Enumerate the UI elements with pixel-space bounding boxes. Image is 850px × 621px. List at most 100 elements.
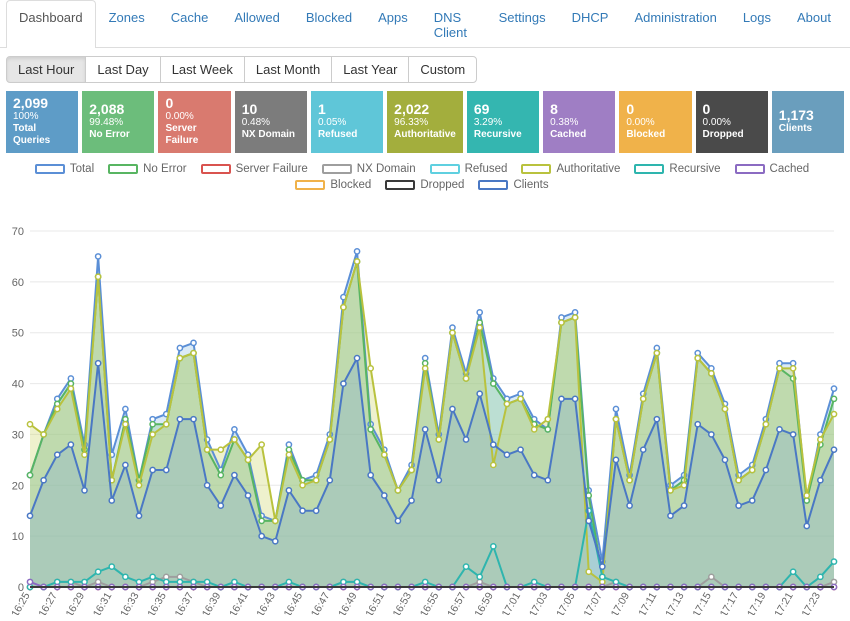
legend-item-cached[interactable]: Cached (735, 163, 810, 175)
nav-tab-administration[interactable]: Administration (621, 0, 729, 48)
point-authoritative (286, 453, 291, 458)
stat-card-dropped[interactable]: 00.00%Dropped (696, 91, 768, 153)
nav-tab-settings[interactable]: Settings (486, 0, 559, 48)
legend-item-clients[interactable]: Clients (478, 179, 548, 191)
point-authoritative (27, 422, 32, 427)
svg-text:16:43: 16:43 (254, 591, 278, 616)
svg-text:17:15: 17:15 (690, 591, 714, 616)
point-clients (709, 432, 714, 437)
point-nxdomain (709, 575, 714, 580)
point-clients (831, 447, 836, 452)
point-clients (423, 427, 428, 432)
stat-card-recursive[interactable]: 693.29%Recursive (467, 91, 539, 153)
point-noerror (27, 473, 32, 478)
nav-tab-zones[interactable]: Zones (96, 0, 158, 48)
point-authoritative (164, 422, 169, 427)
point-clients (641, 447, 646, 452)
point-authoritative (259, 442, 264, 447)
legend-swatch (108, 164, 138, 174)
stat-percent: 0.05% (318, 117, 376, 129)
point-authoritative (504, 402, 509, 407)
point-clients (654, 417, 659, 422)
point-authoritative (818, 437, 823, 442)
svg-text:16:31: 16:31 (91, 591, 115, 616)
point-noerror (218, 473, 223, 478)
stat-value: 0 (626, 102, 684, 117)
legend-label: NX Domain (357, 163, 416, 175)
point-authoritative (354, 259, 359, 264)
range-last-hour[interactable]: Last Hour (6, 56, 86, 83)
stat-card-authoritative[interactable]: 2,02296.33%Authoritative (387, 91, 463, 153)
nav-tab-allowed[interactable]: Allowed (221, 0, 293, 48)
point-clients (682, 503, 687, 508)
chart-svg: 01020304050607016:2516:2716:2916:3116:33… (0, 193, 844, 615)
stat-percent: 0.00% (703, 117, 761, 129)
point-noerror (259, 519, 264, 524)
stat-percent: 99.48% (89, 117, 147, 129)
point-recursive (818, 575, 823, 580)
nav-tab-cache[interactable]: Cache (158, 0, 222, 48)
svg-text:16:37: 16:37 (173, 591, 197, 616)
stat-percent: 0.00% (165, 111, 223, 123)
point-clients (68, 442, 73, 447)
legend-item-blocked[interactable]: Blocked (295, 179, 371, 191)
legend-item-serverfail[interactable]: Server Failure (201, 163, 308, 175)
stat-card-clients[interactable]: 1,173Clients (772, 91, 844, 153)
point-clients (55, 453, 60, 458)
nav-tab-dashboard[interactable]: Dashboard (6, 0, 96, 48)
stat-label: Total Queries (13, 123, 71, 147)
point-clients (695, 422, 700, 427)
point-total (354, 249, 359, 254)
legend-item-total[interactable]: Total (35, 163, 94, 175)
legend-item-noerror[interactable]: No Error (108, 163, 186, 175)
point-clients (763, 468, 768, 473)
stat-card-blocked[interactable]: 00.00%Blocked (619, 91, 691, 153)
stat-card-refused[interactable]: 10.05%Refused (311, 91, 383, 153)
stat-card-server-failure[interactable]: 00.00%Server Failure (158, 91, 230, 153)
svg-text:16:35: 16:35 (145, 591, 169, 616)
nav-tab-dns-client[interactable]: DNS Client (421, 0, 486, 48)
point-clients (627, 503, 632, 508)
legend-label: No Error (143, 163, 186, 175)
nav-tab-dhcp[interactable]: DHCP (559, 0, 622, 48)
point-total (232, 427, 237, 432)
legend-swatch (385, 180, 415, 190)
legend-label: Authoritative (556, 163, 620, 175)
nav-tab-blocked[interactable]: Blocked (293, 0, 365, 48)
legend-item-dropped[interactable]: Dropped (385, 179, 464, 191)
legend-item-recursive[interactable]: Recursive (634, 163, 720, 175)
stat-value: 0 (165, 96, 223, 111)
point-recursive (791, 570, 796, 575)
nav-tab-apps[interactable]: Apps (365, 0, 421, 48)
point-clients (491, 442, 496, 447)
point-authoritative (804, 493, 809, 498)
range-last-year[interactable]: Last Year (331, 56, 409, 83)
nav-tab-logs[interactable]: Logs (730, 0, 784, 48)
legend-item-nxdomain[interactable]: NX Domain (322, 163, 416, 175)
stat-card-nx-domain[interactable]: 100.48%NX Domain (235, 91, 307, 153)
point-authoritative (382, 453, 387, 458)
stat-value: 2,099 (13, 96, 71, 111)
range-last-day[interactable]: Last Day (85, 56, 160, 83)
point-authoritative (450, 331, 455, 336)
legend-label: Clients (513, 179, 548, 191)
stat-card-cached[interactable]: 80.38%Cached (543, 91, 615, 153)
stat-card-total-queries[interactable]: 2,099100%Total Queries (6, 91, 78, 153)
range-last-week[interactable]: Last Week (160, 56, 245, 83)
point-clients (232, 473, 237, 478)
range-last-month[interactable]: Last Month (244, 56, 332, 83)
point-authoritative (750, 468, 755, 473)
stat-label: Clients (779, 123, 837, 135)
legend-item-refused[interactable]: Refused (430, 163, 508, 175)
stat-card-no-error[interactable]: 2,08899.48%No Error (82, 91, 154, 153)
nav-tab-about[interactable]: About (784, 0, 844, 48)
point-clients (409, 498, 414, 503)
point-authoritative (518, 397, 523, 402)
range-custom[interactable]: Custom (408, 56, 477, 83)
svg-text:70: 70 (12, 226, 24, 238)
svg-text:17:21: 17:21 (772, 591, 796, 616)
legend-label: Recursive (669, 163, 720, 175)
point-authoritative (477, 325, 482, 330)
legend-item-authoritative[interactable]: Authoritative (521, 163, 620, 175)
point-clients (504, 453, 509, 458)
